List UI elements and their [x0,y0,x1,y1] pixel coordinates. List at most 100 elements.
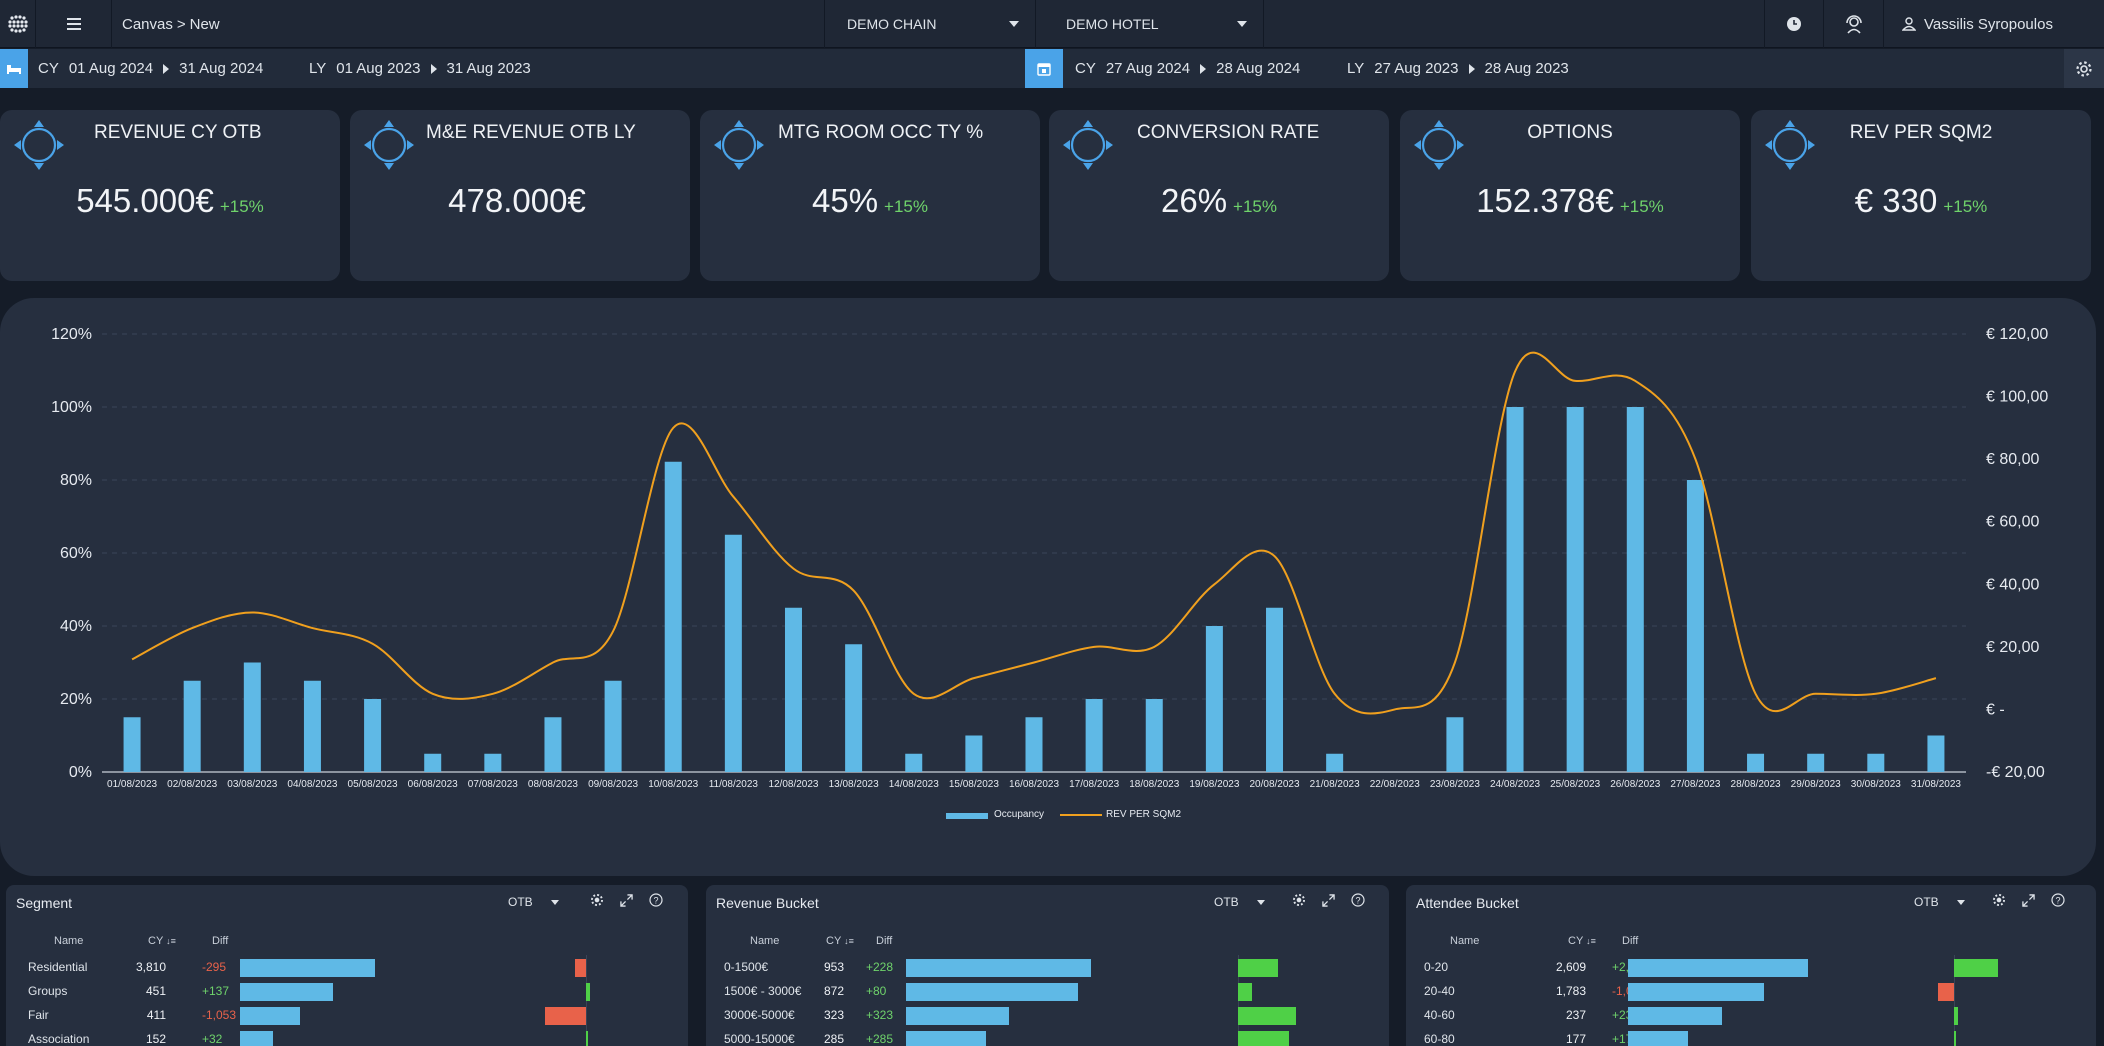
ly-label: LY [1347,60,1365,77]
table-row[interactable]: 3000€-5000€ 323 +323 [706,1005,1389,1027]
x-tick-label: 14/08/2023 [889,779,939,790]
expand-icon[interactable] [620,893,633,907]
row-name: 40-60 [1424,1008,1455,1022]
kpi-card[interactable]: REVENUE CY OTB 545.000€ +15% [0,110,340,281]
x-tick-label: 04/08/2023 [287,779,337,790]
help-icon[interactable]: ? [649,893,663,907]
column-header-name[interactable]: Name [750,935,780,947]
table-row[interactable]: Association 152 +32 [6,1029,688,1046]
column-header-cy[interactable]: CY ↓≡ [826,935,854,947]
room-type-toggle[interactable] [0,49,28,88]
occupancy-bar [784,607,802,772]
x-tick-label: 27/08/2023 [1670,779,1720,790]
panel-mode-select[interactable]: OTB [1914,895,1965,909]
kpi-card[interactable]: OPTIONS 152.378€ +15% [1400,110,1740,281]
expand-icon[interactable] [1322,893,1335,907]
kpi-change: +15% [219,197,264,216]
hotel-select[interactable]: DEMO HOTEL [1036,0,1264,48]
user-icon [1902,17,1916,31]
x-tick-label: 08/08/2023 [528,779,578,790]
help-icon[interactable]: ? [1351,893,1365,907]
support-button[interactable] [1824,0,1884,48]
x-tick-label: 28/08/2023 [1731,779,1781,790]
gear-icon[interactable] [1992,893,2006,907]
x-tick-label: 06/08/2023 [408,779,458,790]
occupancy-bar [424,753,442,772]
sort-icon: ↓≡ [166,936,176,946]
expand-icon[interactable] [2022,893,2035,907]
table-row[interactable]: Fair 411 -1,053 [6,1005,688,1027]
kpi-change: +15% [884,197,928,216]
row-name: Groups [28,984,68,998]
row-cy-bar [240,959,375,977]
table-row[interactable]: 60-80 177 +177 [1406,1029,2096,1046]
panel-mode-select[interactable]: OTB [1214,895,1265,909]
table-row[interactable]: Groups 451 +137 [6,981,688,1003]
row-diff-value: +137 [202,984,230,998]
table-row[interactable]: 20-401,783-1,025 [1406,981,2096,1003]
kpi-label: MTG ROOM OCC TY % [778,122,984,143]
table-row[interactable]: 5000-15000€ 285 +285 [706,1029,1389,1046]
kpi-value: 478.000€ [350,182,690,220]
panel-segment: Segment OTB? Name CY ↓≡ Diff Residential 3,810… [6,885,688,1046]
column-header-name[interactable]: Name [54,935,84,947]
kpi-card[interactable]: REV PER SQM2 € 330 +15% [1751,110,2091,281]
table-row[interactable]: 0-1500€ 953 +228 [706,957,1389,979]
breadcrumb-root[interactable]: Canvas [122,15,173,33]
kpi-card[interactable]: M&E REVENUE OTB LY 478.000€ [350,110,690,281]
row-cy-bar [906,1007,1009,1025]
svg-text:?: ? [653,896,658,906]
column-header-cy[interactable]: CY ↓≡ [148,935,176,947]
kpi-label: REV PER SQM2 [1849,122,1993,143]
occupancy-bar [724,534,742,772]
chevron-down-icon [1237,21,1247,27]
column-header-diff[interactable]: Diff [876,935,893,947]
column-header-cy-text: CY [826,935,842,947]
kpi-card[interactable]: MTG ROOM OCC TY % 45% +15% [700,110,1040,281]
row-cy-value: 2,609 [1555,960,1586,974]
help-icon[interactable]: ? [2051,893,2065,907]
table-row[interactable]: 40-60 237 +237 [1406,1005,2096,1027]
breadcrumb-separator: > [176,15,186,33]
history-button[interactable] [1764,0,1824,48]
gear-icon[interactable] [1292,893,1306,907]
row-diff-bar [586,1031,588,1046]
table-row[interactable]: 1500€ - 3000€ 872 +80 [706,981,1389,1003]
calendar-button[interactable] [1025,49,1063,88]
settings-button[interactable] [2064,49,2104,88]
top-bar: Canvas > New DEMO CHAIN DEMO HOTEL Vassi… [0,0,2104,48]
cy-date-range[interactable]: CY 01 Aug 2024 31 Aug 2024 [38,49,263,88]
svg-text:?: ? [2055,896,2060,906]
chevron-down-icon [550,899,559,905]
row-cy-bar [906,959,1091,977]
kpi-label: M&E REVENUE OTB LY [426,122,636,143]
column-header-name[interactable]: Name [1450,935,1480,947]
table-row[interactable]: 0-202,609+2,609 [1406,957,2096,979]
gear-icon[interactable] [590,893,604,907]
row-name: Residential [28,960,88,974]
menu-button[interactable] [36,0,112,48]
x-tick-label: 31/08/2023 [1911,779,1961,790]
chain-select[interactable]: DEMO CHAIN [824,0,1036,48]
ly-from-date: 01 Aug 2023 [336,60,421,77]
kpi-value-text: € 330 [1854,182,1938,219]
kpi-card[interactable]: CONVERSION RATE 26% +15% [1049,110,1389,281]
app-logo[interactable] [0,0,36,48]
panel-title: Revenue Bucket [716,895,819,911]
ly-date-range[interactable]: LY 01 Aug 2023 31 Aug 2023 [309,49,531,88]
clock-icon [1787,17,1801,31]
date-range-bar: CY 01 Aug 2024 31 Aug 2024 LY 01 Aug 202… [0,49,2104,88]
user-menu[interactable]: Vassilis Syropoulos [1884,0,2104,48]
ly-compare-date-range[interactable]: LY 27 Aug 2023 28 Aug 2023 [1347,49,1569,88]
occupancy-bar [1326,753,1344,772]
column-header-cy[interactable]: CY ↓≡ [1568,935,1596,947]
x-tick-label: 26/08/2023 [1610,779,1660,790]
chevron-down-icon [1009,21,1019,27]
cy-compare-date-range[interactable]: CY 27 Aug 2024 28 Aug 2024 [1075,49,1300,88]
column-header-diff[interactable]: Diff [212,935,229,947]
column-header-diff[interactable]: Diff [1622,935,1639,947]
table-row[interactable]: Residential 3,810 -295 [6,957,688,979]
breadcrumb-current: New [189,15,220,33]
panel-mode-select[interactable]: OTB [508,895,559,909]
occupancy-bar [1867,753,1885,772]
